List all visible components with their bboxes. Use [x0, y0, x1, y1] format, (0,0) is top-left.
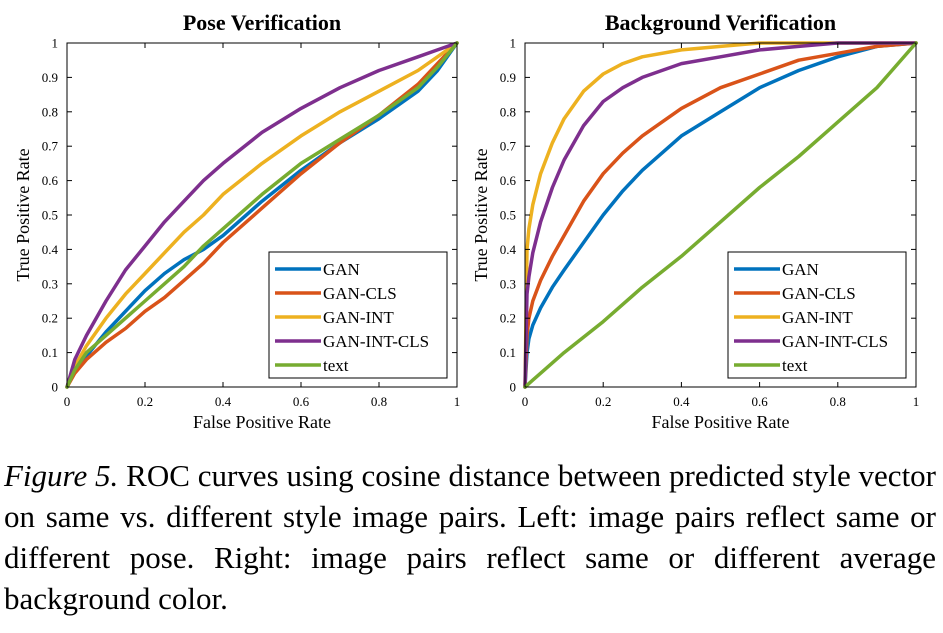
- y-axis-label: True Positive Rate: [471, 148, 491, 281]
- x-tick-label: 1: [913, 394, 920, 409]
- chart-title: Background Verification: [605, 10, 836, 35]
- series-line-gan-int: [65, 41, 459, 389]
- x-axis-label: False Positive Rate: [193, 412, 331, 432]
- x-tick-label: 0.2: [137, 394, 153, 409]
- chart-1: Pose Verification 0 0.2 0.4 0.6 0.8 1 0 0.1 0.2 0.…: [13, 10, 460, 432]
- y-tick-label: 0.7: [500, 139, 517, 154]
- series-line-text: [65, 41, 459, 389]
- y-tick-label: 0.4: [42, 242, 59, 257]
- legend-label-gan-cls: GAN-CLS: [323, 284, 397, 303]
- chart-title: Pose Verification: [183, 10, 341, 35]
- roc-figure: Pose Verification 0 0.2 0.4 0.6 0.8 1 0 0.1 0.2 0.…: [13, 10, 919, 432]
- x-tick-label: 0.4: [673, 394, 690, 409]
- y-tick-label: 1: [52, 36, 59, 51]
- legend-label-gan-int-cls: GAN-INT-CLS: [782, 332, 888, 351]
- legend-label-gan-cls: GAN-CLS: [782, 284, 856, 303]
- series-line-gan: [523, 41, 918, 389]
- y-tick-label: 0.5: [42, 208, 58, 223]
- y-tick-label: 0.2: [42, 311, 58, 326]
- x-tick-label: 0.6: [293, 394, 310, 409]
- y-tick-label: 0.1: [42, 345, 58, 360]
- y-tick-label: 0.7: [42, 139, 59, 154]
- legend: GAN GAN-CLS GAN-INT GAN-INT-CLS text: [727, 251, 907, 379]
- y-tick-label: 0: [52, 380, 59, 395]
- y-axis-label: True Positive Rate: [13, 148, 33, 281]
- caption-text: ROC curves using cosine distance between…: [4, 458, 937, 616]
- y-tick-label: 0.8: [500, 104, 516, 119]
- y-tick-label: 0.6: [42, 173, 59, 188]
- series-line-gan-cls: [523, 41, 918, 389]
- x-axis-label: False Positive Rate: [652, 412, 790, 432]
- y-tick-label: 0.8: [42, 104, 58, 119]
- y-tick-label: 1: [510, 36, 517, 51]
- legend-label-gan-int: GAN-INT: [323, 308, 394, 327]
- y-tick-label: 0.5: [500, 208, 516, 223]
- legend-label-gan-int: GAN-INT: [782, 308, 853, 327]
- x-tick-label: 0: [522, 394, 529, 409]
- y-tick-label: 0: [510, 380, 517, 395]
- series-line-text: [523, 41, 918, 389]
- legend-box: [727, 251, 907, 379]
- x-tick-label: 1: [454, 394, 461, 409]
- x-tick-label: 0.4: [215, 394, 232, 409]
- x-tick-label: 0.6: [751, 394, 768, 409]
- figure-label: Figure 5.: [4, 458, 119, 493]
- y-tick-label: 0.2: [500, 311, 516, 326]
- legend: GAN GAN-CLS GAN-INT GAN-INT-CLS text: [268, 251, 448, 379]
- legend-label-text: text: [323, 356, 349, 375]
- y-tick-label: 0.3: [42, 276, 58, 291]
- legend-label-gan: GAN: [323, 260, 360, 279]
- x-tick-label: 0.2: [595, 394, 611, 409]
- x-tick-label: 0.8: [830, 394, 846, 409]
- y-tick-label: 0.9: [42, 70, 58, 85]
- series-line-gan-int-cls: [65, 41, 459, 389]
- legend-label-gan: GAN: [782, 260, 819, 279]
- y-tick-label: 0.6: [500, 173, 517, 188]
- y-tick-label: 0.4: [500, 242, 517, 257]
- series-line-gan-int-cls: [523, 41, 918, 389]
- y-tick-label: 0.1: [500, 345, 516, 360]
- y-tick-label: 0.3: [500, 276, 516, 291]
- y-tick-label: 0.9: [500, 70, 516, 85]
- figure-caption: Figure 5. ROC curves using cosine distan…: [4, 455, 936, 619]
- legend-label-gan-int-cls: GAN-INT-CLS: [323, 332, 429, 351]
- legend-label-text: text: [782, 356, 808, 375]
- x-tick-label: 0.8: [371, 394, 387, 409]
- legend-box: [268, 251, 448, 379]
- x-tick-label: 0: [64, 394, 71, 409]
- chart-2: Background Verification 0 0.2 0.4 0.6 0.8 1 0 0.…: [471, 10, 919, 432]
